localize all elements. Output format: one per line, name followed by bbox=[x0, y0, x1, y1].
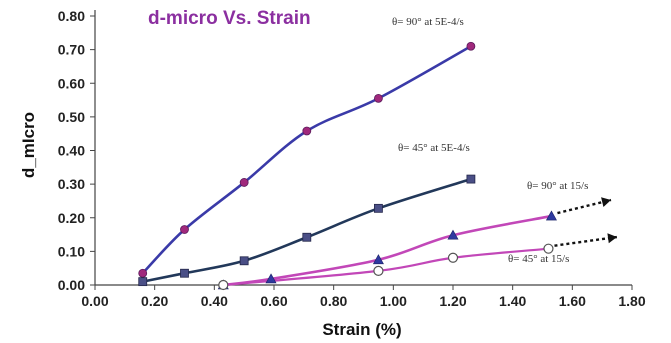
data-point-open-circle bbox=[218, 279, 229, 291]
series-markers bbox=[138, 41, 557, 291]
x-tick-label: 0.20 bbox=[141, 293, 168, 309]
y-tick-label: 0.70 bbox=[58, 42, 85, 58]
y-tick-label: 0.60 bbox=[58, 75, 85, 91]
data-point-circle bbox=[180, 225, 189, 234]
x-tick-label: 1.80 bbox=[618, 293, 645, 309]
y-axis-title: d_mIcro bbox=[19, 112, 38, 178]
x-tick-label: 1.20 bbox=[439, 293, 466, 309]
annotation-45-fast: θ= 45° at 15/s bbox=[508, 253, 569, 265]
series-line bbox=[223, 247, 549, 287]
data-point-open-circle bbox=[373, 265, 384, 276]
x-axis-title: Strain (%) bbox=[322, 320, 401, 339]
annotation-90-fast: θ= 90° at 15/s bbox=[527, 180, 588, 192]
data-point-circle bbox=[466, 41, 476, 51]
x-tick-label: 0.60 bbox=[260, 293, 287, 309]
x-tick-label: 1.40 bbox=[499, 293, 526, 309]
y-tick-label: 0.80 bbox=[58, 8, 85, 24]
x-tick-label: 1.60 bbox=[559, 293, 586, 309]
y-tick-label: 0.00 bbox=[58, 277, 85, 293]
data-point-square bbox=[180, 268, 189, 278]
y-tick-label: 0.30 bbox=[58, 176, 85, 192]
y-tick-label: 0.20 bbox=[58, 210, 85, 226]
data-point-circle bbox=[374, 93, 383, 103]
x-tick-label: 1.00 bbox=[380, 293, 407, 309]
data-point-square bbox=[239, 256, 249, 266]
y-tick-label: 0.10 bbox=[58, 243, 85, 259]
data-point-circle bbox=[239, 178, 249, 187]
dotted-trend-line bbox=[554, 235, 618, 247]
data-point-square bbox=[302, 232, 312, 242]
data-point-circle bbox=[302, 126, 312, 136]
data-point-triangle bbox=[447, 229, 459, 240]
annotation-45-slow: θ= 45° at 5E-4/s bbox=[398, 142, 470, 154]
annotation-90-slow: θ= 90° at 5E-4/s bbox=[392, 16, 464, 28]
data-point-square bbox=[374, 203, 383, 213]
tick-labels: 0.00 0.10 0.20 0.30 0.40 0.50 0.60 0.70 0.80 0.00… bbox=[58, 8, 646, 309]
trend-arrows bbox=[554, 197, 618, 247]
series-line bbox=[142, 177, 472, 283]
data-point-triangle bbox=[265, 273, 277, 284]
data-point-open-circle bbox=[447, 252, 459, 263]
series-lines bbox=[141, 45, 552, 287]
x-tick-label: 0.40 bbox=[201, 293, 228, 309]
data-point-triangle bbox=[545, 210, 557, 221]
arrow-head-icon bbox=[607, 233, 617, 244]
data-point-square bbox=[466, 174, 476, 184]
y-tick-label: 0.50 bbox=[58, 109, 85, 125]
x-tick-label: 0.80 bbox=[320, 293, 347, 309]
x-tick-label: 0.00 bbox=[81, 293, 108, 309]
data-point-circle bbox=[138, 268, 148, 278]
y-tick-label: 0.40 bbox=[58, 143, 85, 159]
data-point-square bbox=[138, 277, 148, 287]
data-point-triangle bbox=[372, 254, 384, 265]
chart-title: d-micro Vs. Strain bbox=[148, 8, 311, 29]
data-point-open-circle bbox=[543, 243, 554, 254]
axes bbox=[94, 10, 632, 286]
arrow-head-icon bbox=[601, 197, 611, 207]
